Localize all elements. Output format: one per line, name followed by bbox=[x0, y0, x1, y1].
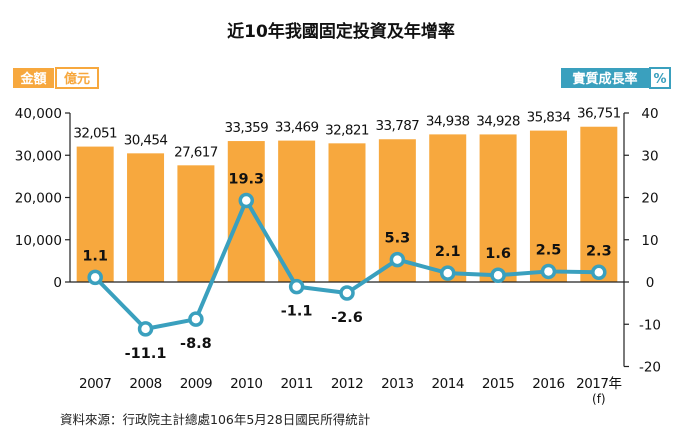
left-axis-legend-unit-box bbox=[55, 67, 99, 89]
x-axis-tick-label: 2017年 bbox=[576, 376, 621, 392]
growth-value-label: -2.6 bbox=[331, 310, 363, 326]
x-axis-tick-label: 2016 bbox=[532, 376, 564, 392]
growth-value-label: 2.3 bbox=[586, 243, 612, 259]
right-axis-tick-label: 40 bbox=[641, 106, 658, 122]
left-axis-tick-label: 10,000 bbox=[15, 233, 62, 249]
bar bbox=[479, 134, 517, 282]
x-axis-tick-label: 2011 bbox=[280, 376, 312, 392]
growth-point bbox=[439, 265, 456, 281]
right-axis-legend-main-box bbox=[561, 68, 649, 88]
x-axis-tick-label: 2010 bbox=[230, 376, 262, 392]
bar bbox=[429, 134, 467, 282]
right-axis-unit: % bbox=[653, 72, 666, 87]
left-axis-unit: 億元 bbox=[64, 71, 90, 87]
bar bbox=[278, 140, 316, 282]
bar-value-label: 34,938 bbox=[426, 113, 470, 129]
bar-value-label: 33,469 bbox=[275, 120, 319, 136]
bar bbox=[328, 143, 366, 282]
bar-value-label: 32,821 bbox=[325, 122, 369, 138]
growth-point bbox=[389, 251, 406, 268]
right-axis-label: 實質成長率 bbox=[572, 71, 637, 87]
bar-value-label: 34,928 bbox=[476, 113, 520, 129]
bar-value-label: 36,751 bbox=[577, 106, 621, 122]
bar-value-label: 35,834 bbox=[527, 110, 571, 126]
growth-point bbox=[490, 267, 506, 283]
x-axis-labels: 2007 2008 2009 2010 2011 2012 2013 2014 2015 2016… bbox=[79, 376, 622, 406]
bar bbox=[529, 130, 567, 282]
bar bbox=[76, 146, 114, 282]
x-axis-tick-label: 2007 bbox=[79, 376, 111, 392]
growth-point bbox=[188, 311, 204, 327]
growth-value-label: 5.3 bbox=[385, 231, 411, 247]
growth-value-label: 1.1 bbox=[82, 248, 108, 264]
right-axis-tick-label: 10 bbox=[641, 233, 658, 249]
bar bbox=[127, 153, 165, 282]
chart-title: 近10年我國固定投資及年增率 bbox=[227, 21, 455, 42]
right-axis-legend: 實質成長率 % bbox=[561, 67, 671, 89]
right-axis-tick-label: -10 bbox=[639, 317, 661, 333]
growth-value-label: -8.8 bbox=[180, 336, 212, 352]
growth-value-label: 1.6 bbox=[485, 246, 511, 262]
left-axis-legend: 金額 億元 bbox=[13, 67, 99, 89]
growth-line-series: 1.1 -11.1 -8.8 19.3 -1.1 -2.6 5.3 2.1 1.6 2.5 2.3 bbox=[82, 171, 611, 361]
left-axis-legend-main-box bbox=[13, 68, 54, 88]
left-axis-label: 金額 bbox=[19, 71, 46, 87]
x-axis-tick-label: 2009 bbox=[180, 376, 212, 392]
x-axis-tick-note: (f) bbox=[592, 392, 606, 406]
growth-point bbox=[591, 264, 607, 281]
x-axis-tick-label: 2012 bbox=[331, 376, 363, 392]
bar-value-label: 27,617 bbox=[174, 144, 218, 160]
x-axis-tick-label: 2015 bbox=[482, 376, 514, 392]
left-axis-tick-label: 40,000 bbox=[15, 106, 62, 122]
growth-value-label: 2.5 bbox=[536, 242, 562, 258]
x-axis-tick-label: 2013 bbox=[381, 376, 413, 392]
right-axis-tick-label: 0 bbox=[646, 275, 655, 291]
axes: 0 10,000 20,000 30,000 40,000 -20 -10 0 10 20 30 40 bbox=[15, 106, 661, 376]
left-axis-tick-label: 20,000 bbox=[15, 191, 62, 207]
growth-point bbox=[339, 285, 355, 301]
growth-point bbox=[238, 192, 255, 209]
bar-value-label: 30,454 bbox=[124, 132, 168, 148]
right-axis-tick-label: 20 bbox=[641, 191, 658, 207]
right-axis-tick-label: 30 bbox=[641, 148, 658, 164]
bar-value-label: 32,051 bbox=[73, 126, 117, 142]
growth-value-label: 2.1 bbox=[435, 244, 461, 260]
bar bbox=[177, 165, 215, 282]
left-axis-tick-label: 0 bbox=[53, 275, 62, 291]
growth-value-label: -1.1 bbox=[281, 304, 313, 320]
growth-point bbox=[87, 269, 103, 286]
growth-value-label: 19.3 bbox=[228, 171, 264, 187]
growth-point bbox=[540, 263, 557, 280]
growth-point bbox=[288, 278, 305, 295]
bar-value-label: 33,359 bbox=[224, 120, 268, 136]
right-axis-legend-unit-box bbox=[649, 67, 671, 89]
growth-point bbox=[137, 321, 154, 337]
source-note: 資料來源：行政院主計總處106年5月28日國民所得統計 bbox=[60, 412, 370, 427]
bar-series: 32,051 30,454 27,617 33,359 33,469 32,821 33,7… bbox=[73, 106, 621, 283]
bar-value-label: 33,787 bbox=[376, 118, 420, 134]
x-axis-tick-label: 2008 bbox=[129, 376, 161, 392]
right-axis-tick-label: -20 bbox=[639, 360, 661, 376]
growth-value-label: -11.1 bbox=[125, 346, 167, 362]
x-axis-tick-label: 2014 bbox=[432, 376, 464, 392]
bar bbox=[227, 141, 265, 282]
left-axis-tick-label: 30,000 bbox=[15, 148, 62, 164]
bar bbox=[580, 126, 618, 283]
